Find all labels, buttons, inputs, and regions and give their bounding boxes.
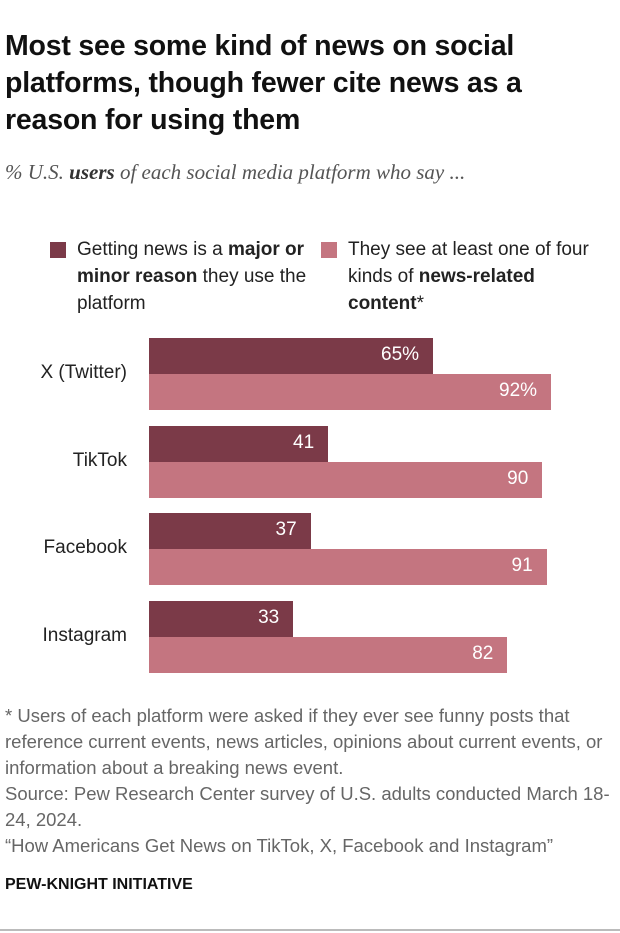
data-label: 41	[293, 431, 315, 453]
subtitle-bold: users	[69, 160, 115, 184]
source-note: Source: Pew Research Center survey of U.…	[5, 783, 610, 830]
category-label: X (Twitter)	[40, 362, 127, 383]
legend-item-reason: Getting news is a major or minor reason …	[50, 236, 317, 317]
legend-text: Getting news is a	[77, 239, 229, 260]
data-label: 65%	[381, 344, 420, 365]
data-label: 37	[275, 519, 297, 540]
data-label: 90	[507, 467, 529, 489]
bar: 37	[149, 513, 311, 549]
brand-label: PEW-KNIGHT INITIATIVE	[5, 876, 193, 893]
subtitle-post: of each social media platform who say ..…	[114, 160, 466, 184]
category-label: Facebook	[43, 537, 127, 558]
subtitle-pre: % U.S.	[5, 160, 70, 184]
legend-item-content: They see at least one of four kinds of n…	[321, 236, 598, 317]
legend-swatch	[321, 242, 337, 258]
bar: 82	[149, 636, 508, 673]
bar: 90	[149, 461, 543, 498]
category-label: Instagram	[42, 624, 127, 646]
legend-swatch	[50, 242, 66, 258]
legend-text: they use the platform	[77, 266, 307, 314]
legend-bold: news-related content	[348, 266, 535, 314]
bar: 33	[149, 600, 294, 637]
bar: 41	[149, 425, 329, 462]
bar: 91	[149, 549, 547, 585]
data-label: 33	[258, 606, 280, 628]
data-label: 82	[472, 642, 494, 664]
category-label: TikTok	[72, 449, 127, 471]
bar: 65%	[149, 338, 434, 374]
chart-title: Most see some kind of news on social pla…	[5, 30, 522, 136]
chart-subtitle: % U.S. users of each social media platfo…	[5, 160, 465, 185]
bar: 92%	[149, 374, 552, 410]
data-label: 91	[511, 555, 533, 576]
legend-text: They see at least one of four kinds of	[348, 239, 589, 287]
bottom-rule	[0, 929, 620, 931]
report-title: “How Americans Get News on TikTok, X, Fa…	[5, 835, 554, 856]
legend-bold: major or minor reason	[77, 239, 305, 287]
footnotes: * Users of each platform were asked if t…	[5, 703, 617, 859]
legend-text: *	[416, 293, 425, 314]
footnote: * Users of each platform were asked if t…	[5, 705, 603, 778]
data-label: 92%	[499, 380, 538, 401]
